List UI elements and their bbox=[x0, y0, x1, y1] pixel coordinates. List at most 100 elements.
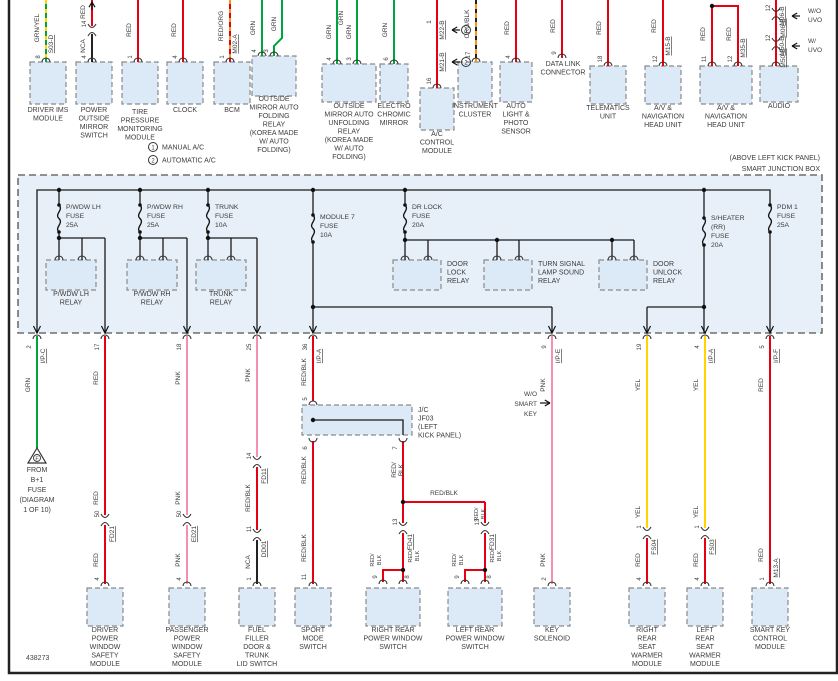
arrow-head bbox=[451, 26, 458, 31]
inline-connector bbox=[398, 521, 408, 527]
sport-mode-switch-label: SPORT MODE SWITCH bbox=[299, 627, 327, 651]
b-plus-letter: F bbox=[35, 457, 39, 463]
pin-number: 4 bbox=[82, 55, 88, 59]
jc-internal bbox=[313, 419, 404, 435]
wire-label: RED bbox=[758, 378, 765, 392]
note-circle bbox=[148, 142, 158, 152]
pwdw-rh-relay-label: P/WDW RH RELAY bbox=[134, 291, 171, 307]
connector-pin-number: 13 bbox=[475, 518, 481, 525]
page-border bbox=[7, 0, 838, 675]
pin-number: 9 bbox=[455, 575, 461, 579]
audio-label: AUDIO bbox=[768, 103, 791, 110]
fuse-symbol bbox=[310, 214, 316, 243]
pin-socket bbox=[771, 61, 781, 67]
junction-dot bbox=[205, 235, 211, 241]
passenger-power-window-safety-module-label: PASSENGER POWER WINDOW SAFETY MODULE bbox=[165, 627, 208, 668]
inline-connector bbox=[480, 521, 490, 527]
pin-socket bbox=[54, 255, 64, 261]
fuse-label: S/HEATER (RR) FUSE 20A bbox=[711, 215, 745, 249]
note-number: 2 bbox=[151, 158, 155, 164]
pin-number: 11 bbox=[702, 55, 708, 62]
connector-code: ED21 bbox=[191, 525, 198, 542]
exit-arrow bbox=[547, 325, 557, 335]
wire-label: YEL bbox=[635, 378, 642, 391]
pin-number: 3 bbox=[264, 49, 270, 53]
wire-label: GRN bbox=[25, 377, 32, 392]
arrow-head bbox=[791, 15, 798, 20]
tire-pressure-monitoring-module-label: TIRE PRESSURE MONITORING MODULE bbox=[117, 109, 162, 142]
exit-pin-number: 5 bbox=[760, 345, 766, 349]
inline-connector bbox=[480, 529, 490, 535]
exit-pin-number: 4 bbox=[695, 345, 701, 349]
inline-connector bbox=[252, 455, 262, 461]
pin-socket bbox=[135, 255, 145, 261]
wire-label: RED/BLK bbox=[452, 553, 465, 567]
pin-number: 8 bbox=[487, 575, 493, 579]
wire-label: RED bbox=[596, 21, 603, 35]
pin-socket bbox=[252, 581, 262, 587]
pwdw-lh-relay-label: P/WDW LH RELAY bbox=[53, 291, 89, 307]
pin-socket bbox=[389, 59, 399, 65]
connector-pin-number: 14 bbox=[82, 20, 88, 27]
exit-pin-number: 18 bbox=[177, 343, 183, 350]
junction-dot bbox=[402, 187, 408, 193]
note-text: AUTOMATIC A/C bbox=[162, 158, 216, 165]
pin-socket bbox=[603, 61, 613, 67]
ac-control-module-label: A/C CONTROL MODULE bbox=[420, 131, 454, 155]
pin-number: 17 bbox=[466, 51, 472, 58]
pin-number: 4 bbox=[95, 577, 101, 581]
pin-socket bbox=[41, 57, 51, 63]
connector-pin-number: 14 bbox=[247, 452, 253, 459]
left-rear-power-window-switch-label: LEFT REAR POWER WINDOW SWITCH bbox=[445, 627, 504, 651]
connector-pin-number: 11 bbox=[247, 525, 253, 532]
fuse-label: P/WDW RH FUSE 25A bbox=[147, 204, 183, 229]
pin-number: 8 bbox=[405, 575, 411, 579]
exit-pin-socket bbox=[182, 334, 192, 340]
pin-number: 3 bbox=[347, 57, 353, 61]
pin-socket bbox=[182, 581, 192, 587]
inline-connector bbox=[398, 529, 408, 535]
driver-ims-module-label: DRIVER IMS MODULE bbox=[28, 107, 69, 123]
fuse-label: PDM 1 FUSE 25A bbox=[777, 204, 798, 229]
junction-dot bbox=[310, 304, 316, 310]
electro-chromic-mirror-label: ELECTRO CHROMIC MIRROR bbox=[377, 103, 411, 127]
wire-label: RED bbox=[758, 548, 765, 562]
pin-number: 12 bbox=[728, 55, 734, 62]
wire-label: RED bbox=[171, 23, 178, 37]
junction-dot bbox=[709, 3, 715, 9]
jc-jf03-label: J/C JF03 (LEFT KICK PANEL) bbox=[418, 407, 461, 440]
wire-label: W/ bbox=[808, 38, 816, 45]
arrow-head bbox=[91, 1, 96, 8]
right-rear-seat-warmer-module-label: RIGHT REAR SEAT WARMER MODULE bbox=[631, 627, 663, 668]
wire-label: RED/BLK bbox=[301, 357, 308, 385]
pin-socket bbox=[480, 579, 490, 585]
arrow-head bbox=[791, 12, 798, 17]
pin-number: 8 bbox=[36, 55, 42, 59]
arrow-head bbox=[544, 402, 551, 407]
pin-number: 16 bbox=[427, 77, 433, 84]
fuel-filler-door-trunk-lid-switch-label: FUEL FILLER DOOR & TRUNK LID SWITCH bbox=[237, 627, 277, 668]
electro-chromic-mirror bbox=[379, 63, 409, 103]
wire-red-nav2b bbox=[712, 5, 739, 66]
pin-socket bbox=[77, 255, 87, 261]
wire-label: RED/BLK bbox=[245, 483, 252, 511]
pin-number: 4 bbox=[637, 577, 643, 581]
junction-dot bbox=[310, 417, 316, 423]
wire-grn-fold-2 bbox=[273, 0, 283, 56]
junction-dot bbox=[400, 499, 406, 505]
smart-junction-box bbox=[17, 174, 823, 334]
wire-label: GRN bbox=[338, 10, 345, 25]
pin-socket bbox=[225, 57, 235, 63]
exit-arrow bbox=[308, 325, 318, 335]
pin-socket bbox=[707, 61, 717, 67]
exit-arrow bbox=[642, 325, 652, 335]
wire-label: M06-B bbox=[779, 6, 786, 25]
fuel-filler-door-trunk-lid-switch bbox=[238, 587, 276, 627]
power-outside-mirror-switch bbox=[75, 61, 113, 105]
pin-socket bbox=[765, 581, 775, 587]
left-rear-seat-warmer-module bbox=[686, 587, 724, 627]
inline-connector bbox=[771, 7, 781, 13]
connector-code: FS03 bbox=[709, 539, 716, 555]
wire-redblk-rr-2 bbox=[382, 569, 403, 582]
